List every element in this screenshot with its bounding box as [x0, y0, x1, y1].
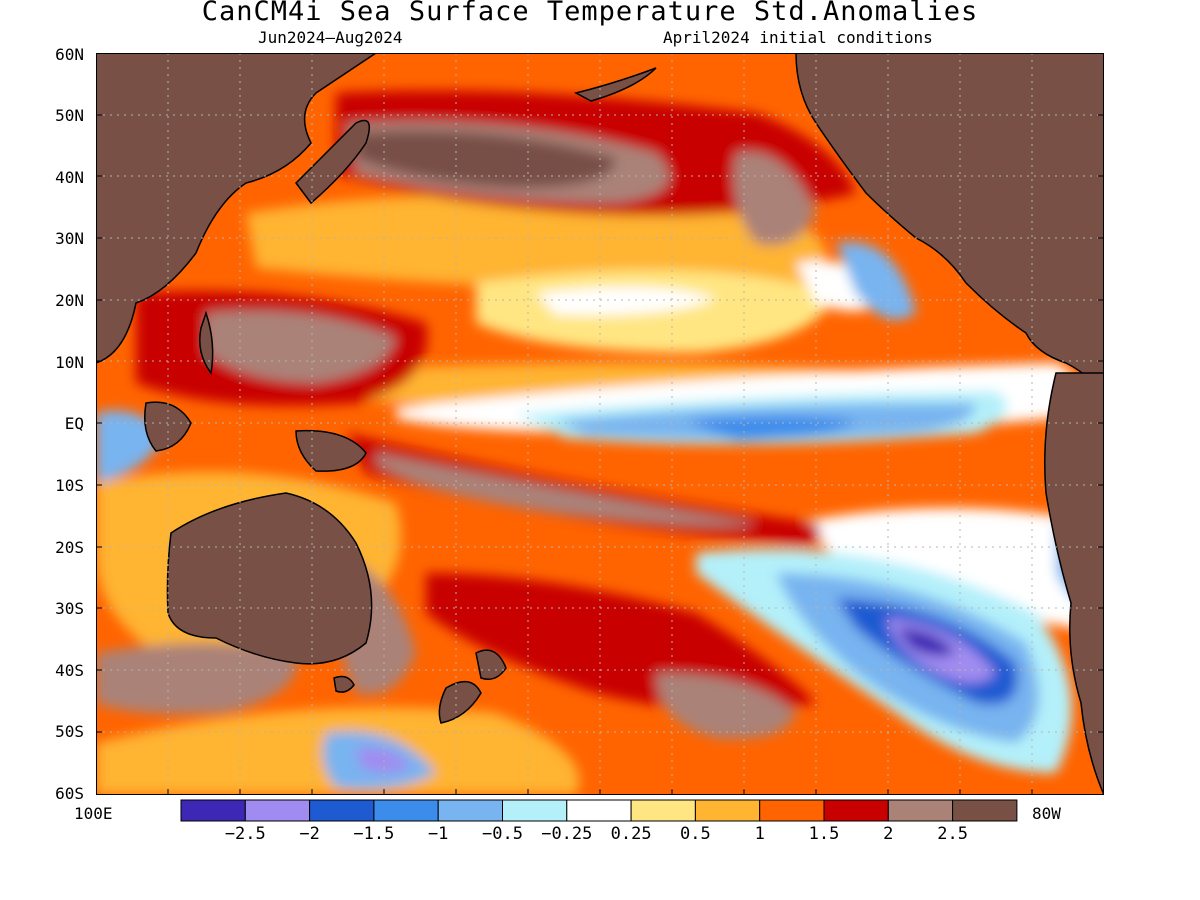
grid — [96, 53, 1104, 795]
philippines — [199, 310, 214, 375]
colorbar-label: −1 — [427, 824, 449, 844]
colorbar-swatch — [437, 799, 504, 822]
tasmania — [333, 675, 355, 693]
lat-label: 20N — [55, 291, 84, 310]
anomaly-field — [96, 53, 1104, 795]
north-america — [795, 53, 1104, 395]
colorbar-swatch — [502, 799, 568, 822]
colorbar-swatch — [694, 799, 761, 822]
colorbar-swatch — [309, 799, 375, 822]
colorbar-label: 0.25 — [610, 824, 652, 844]
colorbar-swatch — [373, 799, 439, 822]
lat-label: EQ — [64, 414, 84, 433]
sst-anomaly-map — [96, 53, 1104, 795]
warm-core — [206, 310, 396, 383]
colorbar-swatch — [952, 799, 1018, 822]
land — [96, 53, 1104, 795]
season-subtitle: Jun2024–Aug2024 — [258, 28, 403, 47]
warm-core — [96, 643, 298, 715]
colorbar-label: 2 — [883, 824, 894, 844]
alaska-peninsula — [573, 67, 657, 102]
colorbar-swatch — [759, 799, 825, 822]
colorbar-label: 1.5 — [808, 824, 840, 844]
colorbar-label: 0.5 — [680, 824, 711, 844]
colorbar-label: −2.5 — [224, 824, 266, 844]
australia — [166, 492, 373, 665]
lat-label: 50N — [55, 106, 84, 125]
lon-label-left: 100E — [74, 804, 113, 823]
colorbar — [180, 799, 1018, 822]
warm-core — [356, 130, 616, 188]
new-guinea — [295, 429, 367, 472]
warm-core — [656, 673, 796, 739]
colorbar-swatch — [823, 799, 889, 822]
japan — [295, 119, 371, 205]
initial-conditions-subtitle: April2024 initial conditions — [663, 28, 933, 47]
colorbar-swatch — [887, 799, 954, 822]
colorbar-label: −1.5 — [353, 824, 395, 844]
warm-core — [733, 151, 816, 245]
anomaly-band — [246, 195, 826, 293]
lat-label: 40S — [55, 661, 84, 680]
lat-label: 40N — [55, 168, 84, 187]
new-zealand-north — [475, 649, 507, 680]
cold-tongue — [686, 416, 856, 441]
colorbar-swatch — [566, 799, 632, 822]
map-title: CanCM4i Sea Surface Temperature Std.Anom… — [201, 0, 979, 27]
colorbar-swatch — [630, 799, 696, 822]
lon-label-right: 80W — [1032, 804, 1061, 823]
colorbar-label: 1 — [754, 824, 765, 844]
colorbar-label: 2.5 — [937, 824, 968, 844]
new-zealand-south — [438, 680, 482, 724]
asia-landmass — [96, 53, 378, 364]
lat-label: 50S — [55, 722, 84, 741]
lat-label: 20S — [55, 538, 84, 557]
lat-label: 60S — [55, 784, 84, 803]
colorbar-swatch — [180, 799, 246, 822]
colorbar-label: −2 — [299, 824, 320, 844]
lat-label: 60N — [55, 45, 84, 64]
south-america — [1044, 372, 1104, 795]
anomaly-band — [536, 286, 716, 316]
map-frame — [96, 53, 1104, 795]
warm-core — [376, 453, 756, 527]
colorbar-label: −0.5 — [482, 824, 523, 844]
lat-label: 30S — [55, 599, 84, 618]
colorbar-swatch — [244, 799, 311, 822]
lat-label: 10N — [55, 353, 84, 372]
borneo — [144, 401, 192, 452]
lat-label: 30N — [55, 229, 84, 248]
axis-ticks — [96, 114, 1104, 795]
anomaly-band — [796, 508, 1104, 633]
lat-label: 10S — [55, 476, 84, 495]
cold-region — [896, 628, 956, 657]
colorbar-label: −0.25 — [541, 824, 593, 844]
